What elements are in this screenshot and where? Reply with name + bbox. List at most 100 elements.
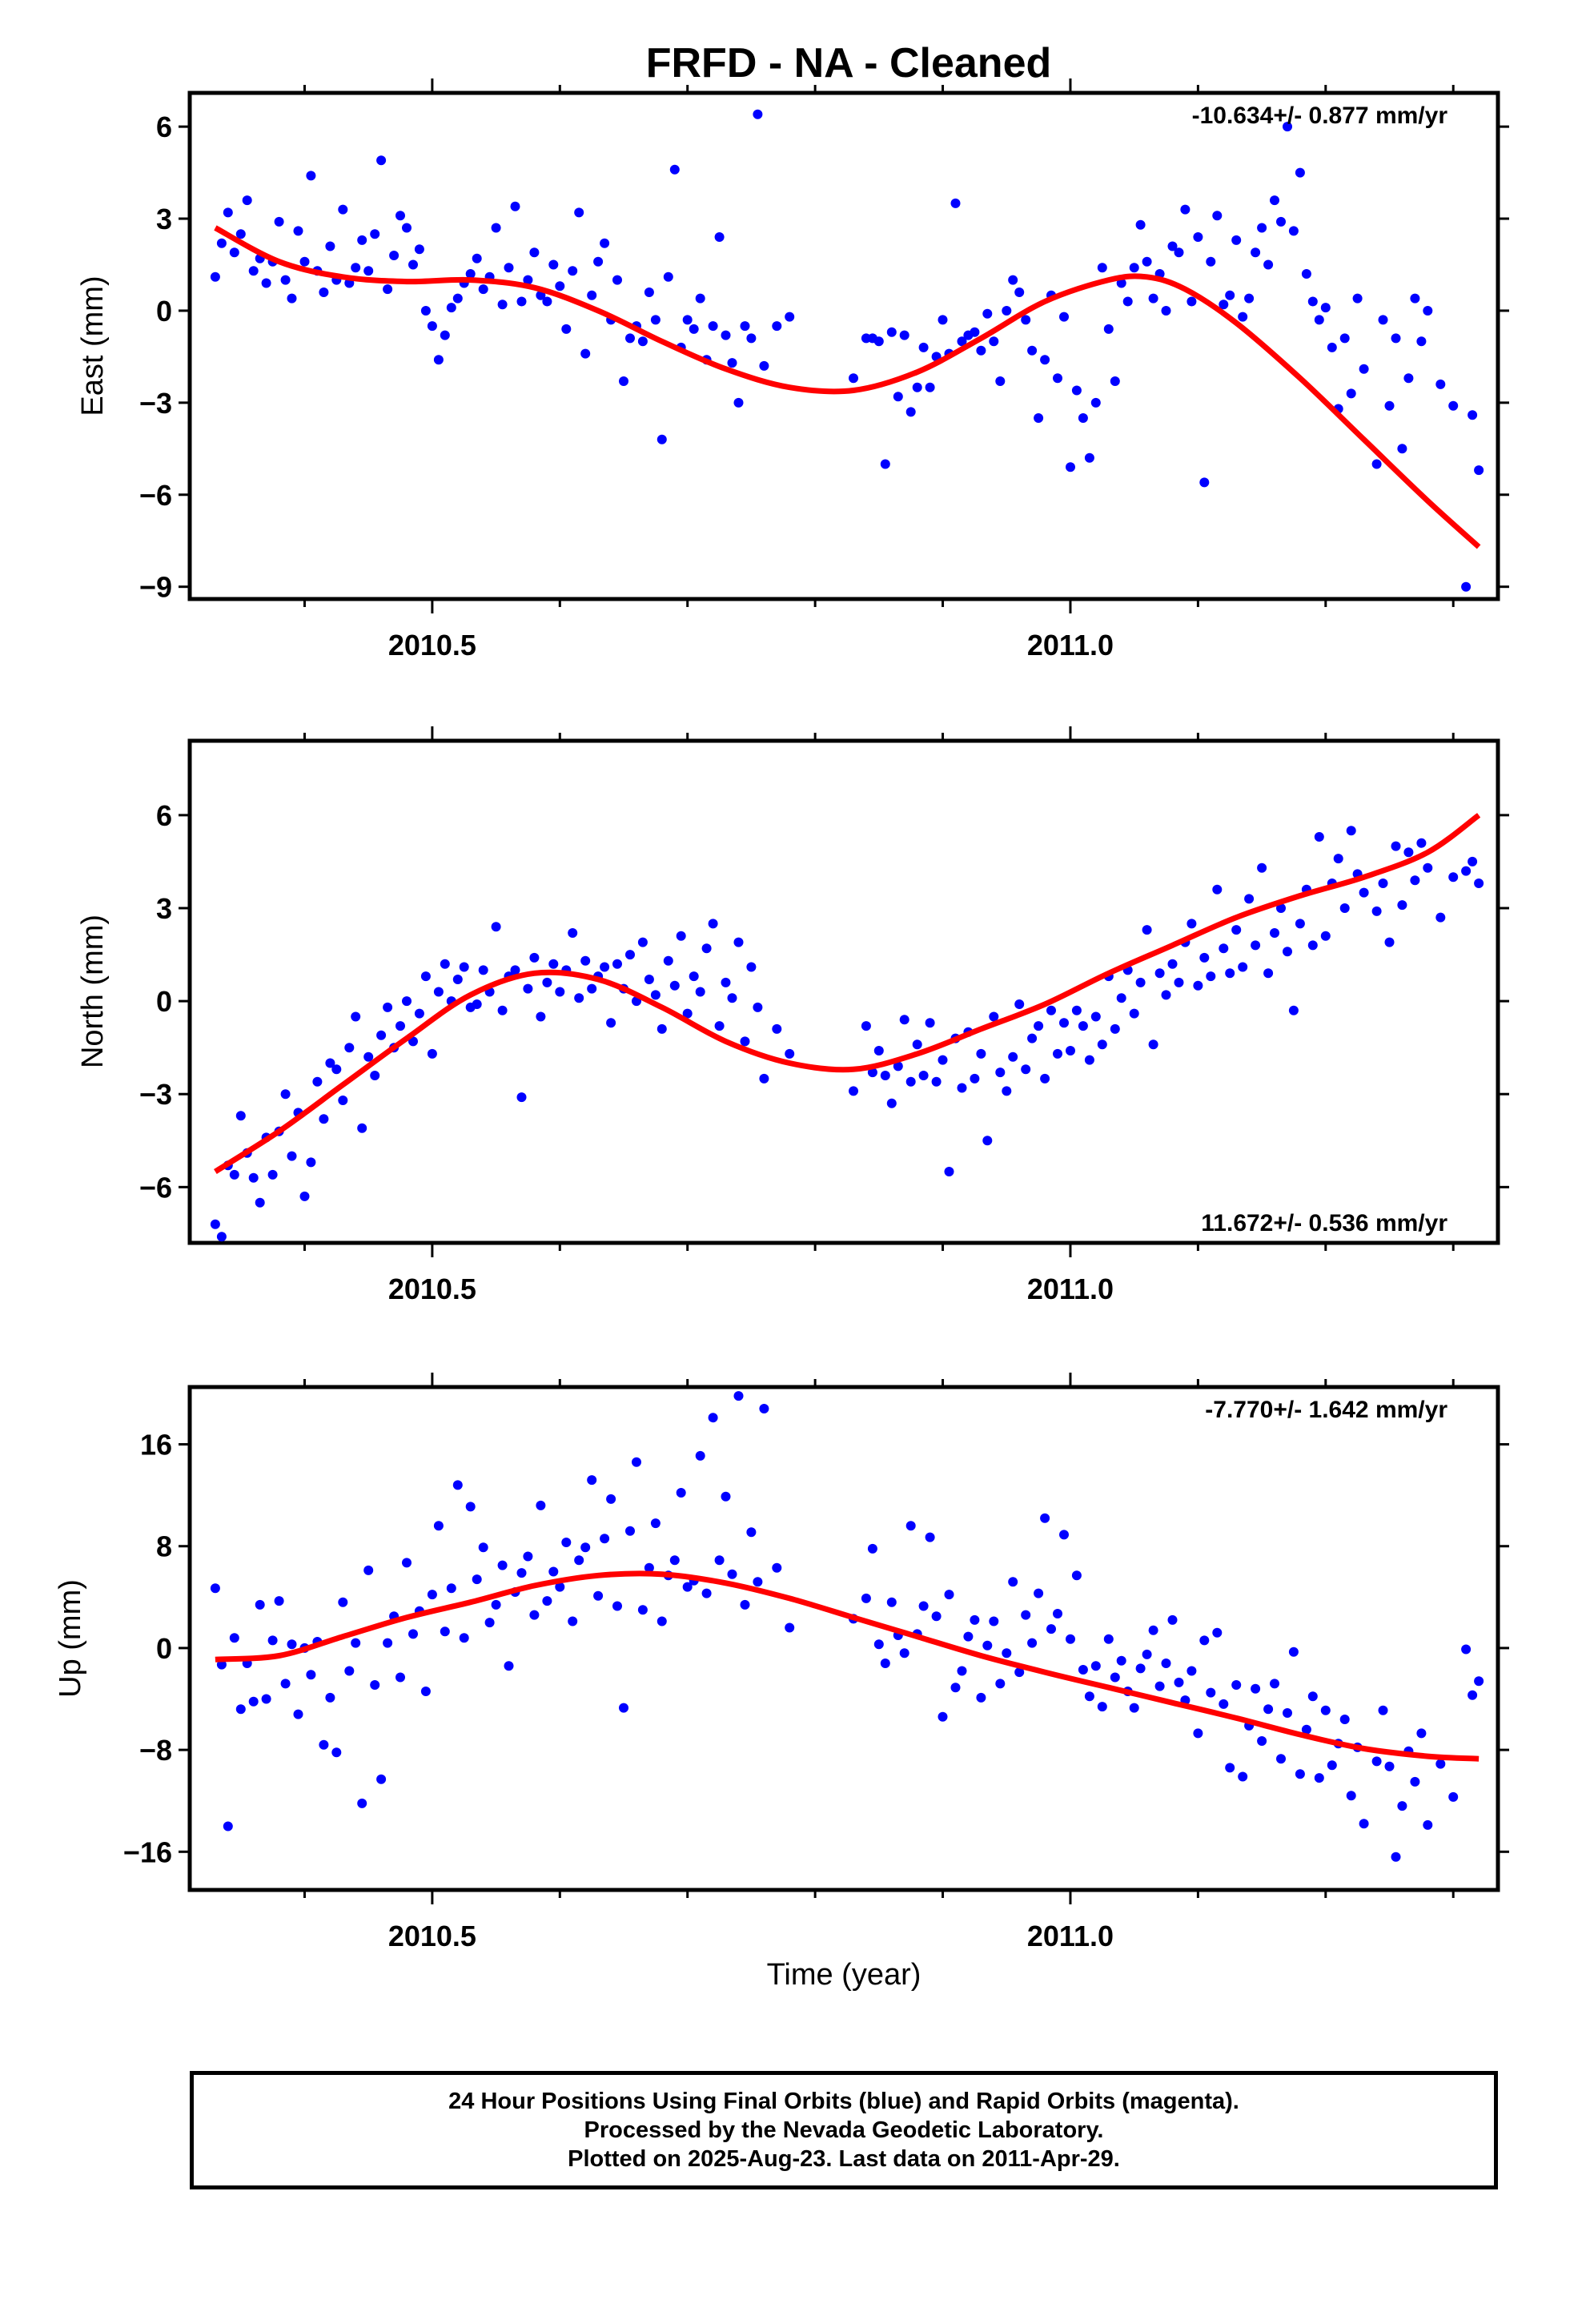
east-data-point [1295,167,1305,178]
up-data-point [963,1631,974,1642]
east-data-point [600,238,610,248]
east-data-point [637,336,648,347]
up-data-point [1288,1647,1299,1657]
x-axis-label: Time (year) [767,1958,921,1992]
east-data-point [1219,300,1229,310]
east-data-point [396,211,405,221]
east-xtick-label: 2011.0 [1027,629,1114,661]
east-data-point [1339,333,1350,344]
north-data-point [1320,931,1331,941]
east-data-point [319,287,329,297]
north-data-point [459,962,469,972]
up-data-point [759,1404,769,1413]
north-data-point [1161,990,1171,1000]
east-data-point [1129,263,1139,273]
north-data-point [420,971,431,982]
east-data-point [1327,342,1337,352]
up-data-point [1423,1819,1433,1830]
east-data-point [849,373,858,384]
north-data-point [1276,903,1286,913]
east-data-point [593,256,604,267]
up-data-point [516,1568,527,1578]
east-data-point [989,336,999,347]
east-data-point [880,459,890,469]
north-data-point [1212,884,1223,895]
north-data-point [414,1008,424,1019]
up-xtick-label: 2011.0 [1027,1920,1114,1952]
east-data-point [293,226,303,236]
east-data-point [1135,219,1146,230]
east-data-point [1116,278,1126,288]
up-data-point [1135,1663,1146,1674]
north-data-point [344,1043,355,1053]
east-data-point [402,223,412,233]
north-data-point [676,931,686,941]
up-data-point [1142,1649,1152,1659]
up-data-point [280,1679,291,1689]
east-data-point [1231,235,1242,245]
east-data-point [899,330,909,340]
east-data-point [625,333,635,344]
north-data-point [491,922,501,932]
up-xtick-label: 2010.5 [388,1920,476,1952]
up-data-point [1034,1588,1044,1598]
up-data-point [695,1450,705,1461]
north-data-point [1154,968,1165,979]
north-data-point [1046,1005,1056,1015]
north-data-point [267,1169,278,1180]
east-data-point [325,241,335,251]
east-data-point [663,271,673,282]
up-data-point [293,1709,303,1719]
up-data-point [1371,1756,1382,1767]
up-data-point [1314,1773,1324,1783]
north-data-point [299,1191,310,1201]
east-data-point [1359,364,1369,374]
north-y-axis-label: North (mm) [76,915,110,1068]
up-data-point [548,1566,559,1577]
east-data-point [1040,355,1050,365]
up-data-point [625,1526,635,1536]
east-data-point [542,296,552,307]
east-y-axis-label: East (mm) [76,275,110,416]
north-data-point [650,990,661,1000]
east-data-point [529,247,540,258]
north-data-point [331,1064,342,1075]
north-xtick-label: 2010.5 [388,1273,476,1305]
east-data-point [523,275,533,285]
north-data-point [1040,1073,1050,1084]
east-data-point [1225,290,1235,300]
up-plot-frame [187,1385,1500,1892]
north-data-point [637,937,648,947]
north-data-point [1225,968,1235,979]
up-data-point [1225,1763,1235,1773]
east-ytick-label: 6 [156,111,172,143]
up-data-point [1339,1715,1350,1724]
north-data-point [1199,952,1210,963]
up-data-point [1040,1513,1050,1523]
north-data-point [1014,999,1025,1009]
north-xtick-label: 2011.0 [1027,1273,1114,1305]
east-data-point [510,201,520,211]
north-data-point [1307,940,1318,951]
east-data-point [351,263,361,273]
north-data-points [210,826,1484,1242]
north-data-point [625,950,635,960]
up-data-point [568,1616,578,1626]
north-data-point [1129,1008,1139,1019]
north-data-point [587,983,597,994]
east-data-point [746,333,757,344]
up-data-point [1014,1667,1025,1678]
up-data-point [1059,1530,1069,1540]
east-data-point [1059,312,1069,322]
east-data-point [1397,444,1407,454]
up-data-point [1461,1644,1472,1655]
north-data-point [1231,925,1242,935]
north-data-point [740,1036,750,1047]
east-ytick-labels: 6 3 0 −3 −6 −9 [139,111,172,604]
north-data-point [363,1051,374,1062]
north-data-point [1027,1033,1038,1043]
east-data-point [280,275,291,285]
north-data-point [1263,968,1274,979]
east-data-point [1078,413,1088,423]
up-data-points [210,1391,1484,1862]
